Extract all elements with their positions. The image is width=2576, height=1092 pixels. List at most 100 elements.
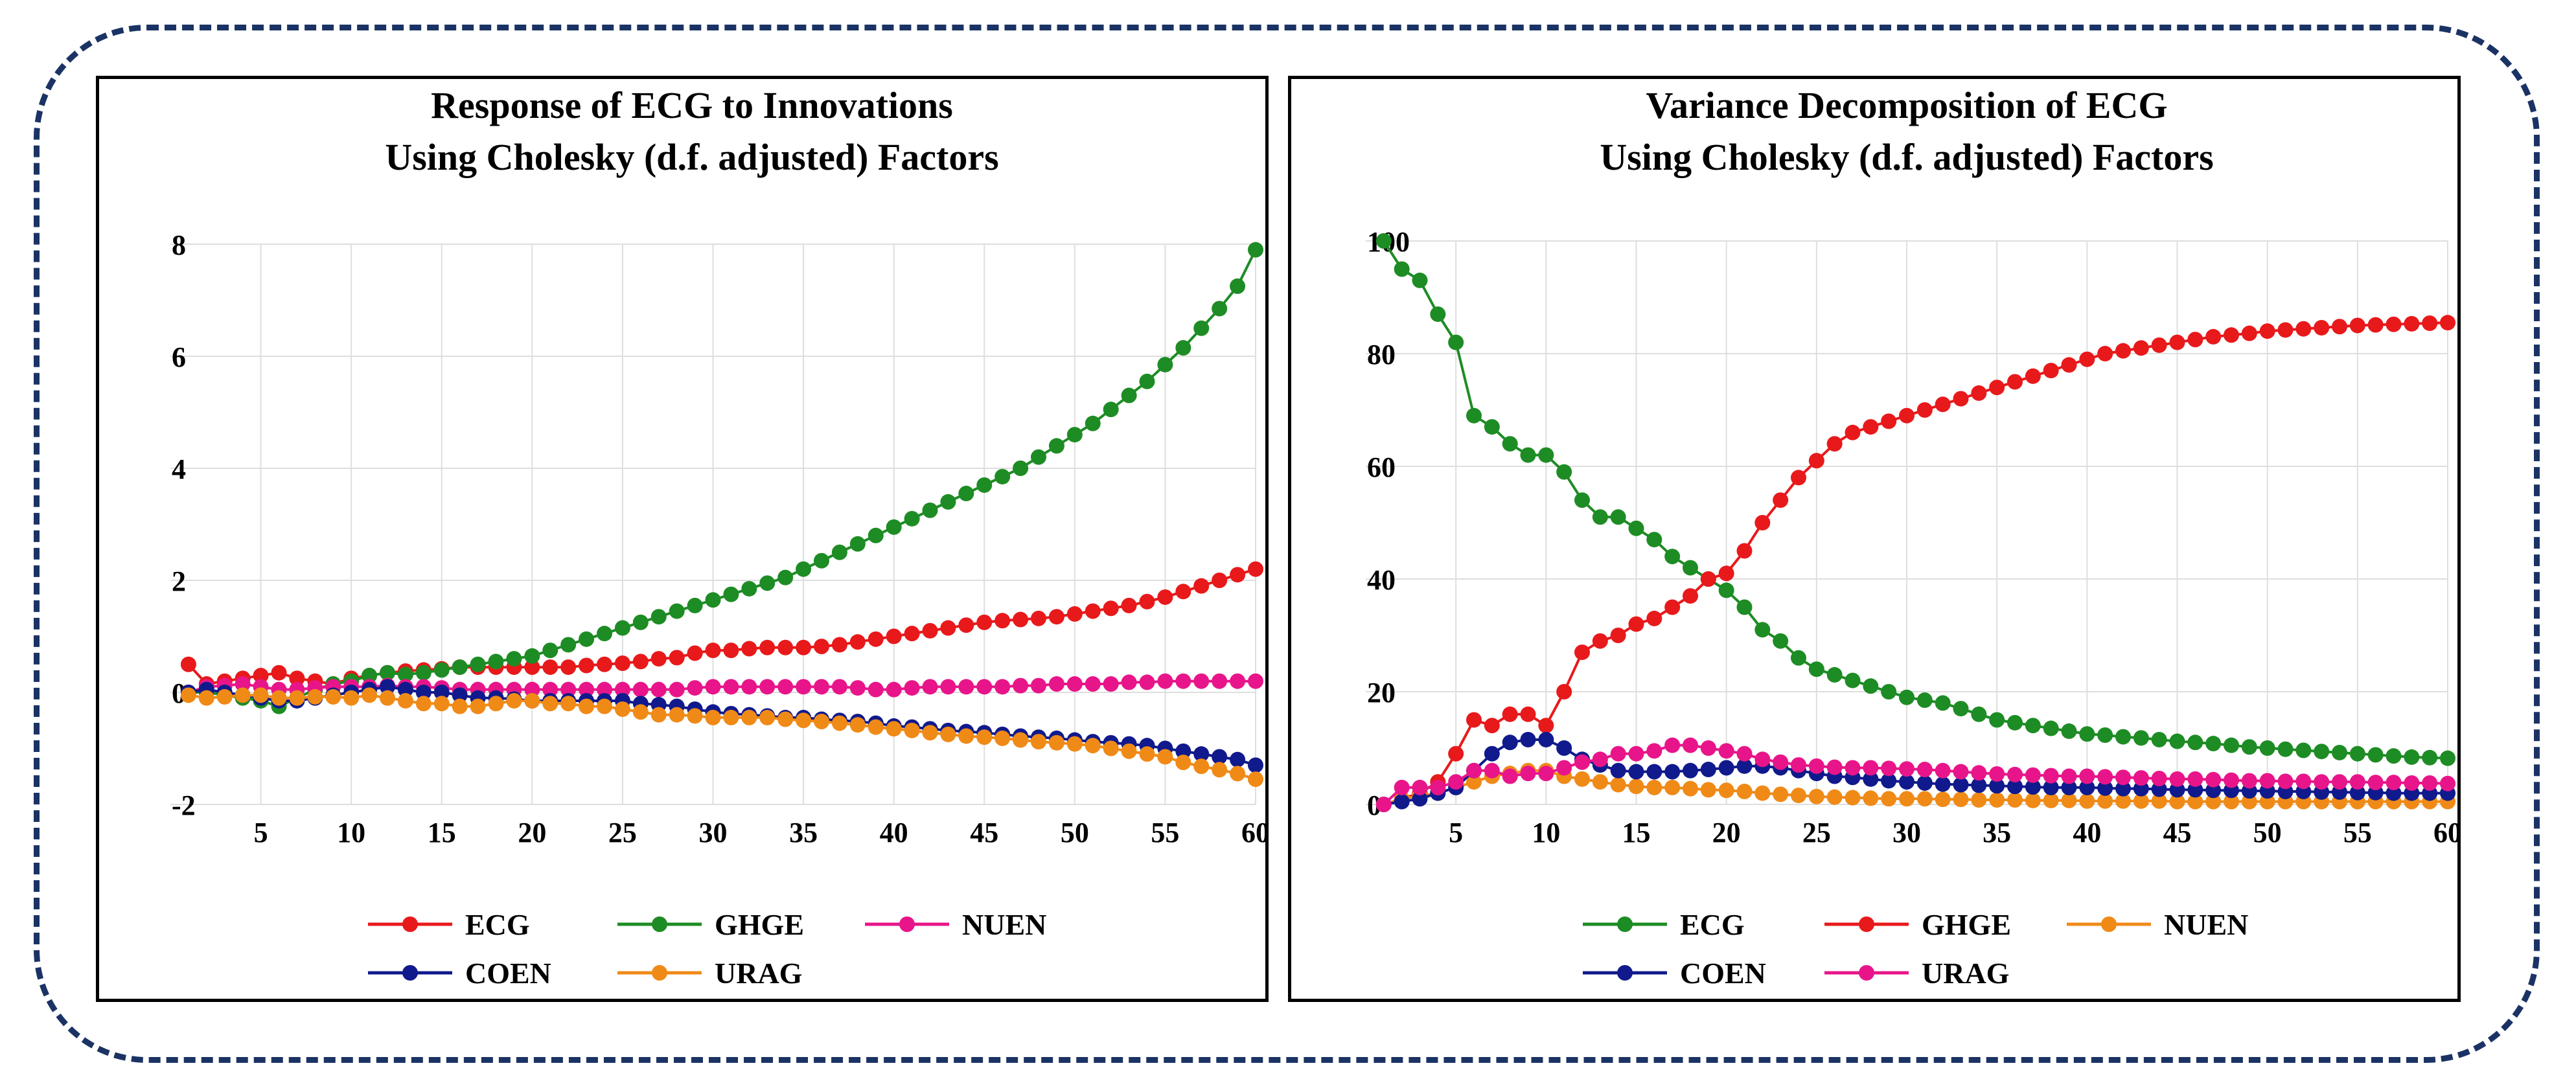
data-point (452, 698, 468, 714)
data-point (1212, 573, 1228, 588)
data-point (614, 681, 630, 698)
data-point (2205, 793, 2222, 810)
data-point (1953, 391, 1969, 407)
data-point (1646, 743, 1662, 759)
x-tick-label: 50 (2253, 817, 2282, 848)
data-point (488, 696, 504, 712)
data-point (2224, 327, 2239, 343)
data-point (1230, 567, 1246, 583)
data-point (506, 692, 522, 709)
data-point (1230, 278, 1246, 294)
data-point (2259, 323, 2275, 339)
data-point (1212, 762, 1228, 778)
data-point (1121, 597, 1137, 613)
data-point (1157, 589, 1173, 605)
data-point (343, 690, 360, 706)
data-point (1935, 762, 1951, 779)
data-point (1085, 738, 1101, 754)
data-point (1230, 766, 1246, 782)
legend: ECG GHGE NUEN COEN URAG (368, 908, 1046, 990)
data-point (1248, 242, 1263, 258)
data-point (1754, 785, 1771, 801)
legend-marker (1617, 965, 1633, 981)
data-point (1556, 464, 1572, 480)
data-point (2205, 736, 2222, 752)
data-point (687, 645, 703, 661)
data-point (1700, 740, 1716, 756)
data-point (2133, 730, 2149, 746)
data-point (1048, 609, 1064, 625)
data-point (1791, 650, 1806, 666)
data-point (216, 688, 233, 705)
data-point (2314, 319, 2330, 336)
data-point (1085, 415, 1101, 431)
data-point (1845, 790, 1861, 806)
data-point (1394, 261, 1410, 277)
x-tick-label: 10 (337, 817, 365, 848)
data-point (1157, 673, 1173, 689)
data-point (1175, 584, 1191, 600)
tick-labels: -2 0 2 4 6 8 5 10 15 20 25 30 35 40 45 50 55 60 (172, 229, 1265, 848)
data-point (1736, 543, 1753, 559)
data-point (1971, 385, 1987, 401)
data-point (1646, 532, 1662, 548)
data-point (415, 665, 431, 681)
data-point (2061, 768, 2077, 784)
data-point (1375, 233, 1392, 249)
data-point (2422, 775, 2438, 791)
data-point (1556, 760, 1572, 776)
data-point (2115, 780, 2131, 797)
data-point (1230, 751, 1246, 768)
dashed-outer-frame (34, 25, 2540, 1063)
data-point (1953, 764, 1969, 780)
data-point (1013, 461, 1029, 476)
data-point (1935, 695, 1951, 711)
data-point (1845, 760, 1861, 776)
data-point (2241, 739, 2257, 755)
data-point (1556, 684, 1572, 700)
data-point (2332, 744, 2347, 760)
data-point (1230, 673, 1246, 689)
data-point (777, 711, 794, 727)
legend-label: GHGE (715, 908, 804, 941)
data-point (2349, 774, 2365, 790)
data-point (289, 670, 305, 687)
data-point (904, 626, 920, 642)
data-point (506, 651, 522, 667)
data-point (2115, 793, 2131, 809)
series-line (1383, 240, 2448, 760)
data-point (1845, 672, 1861, 688)
data-point (687, 680, 703, 696)
data-point (1502, 436, 1518, 452)
data-point (2097, 780, 2113, 796)
data-point (2187, 771, 2203, 787)
data-point (180, 656, 196, 672)
data-point (1031, 677, 1046, 694)
data-point (452, 659, 468, 676)
legend-label: COEN (1680, 957, 1766, 990)
data-point (235, 676, 251, 692)
data-point (614, 620, 630, 636)
data-point (579, 657, 595, 674)
legend-label: URAG (1922, 957, 2009, 990)
data-point (1754, 515, 1771, 530)
x-tick-label: 60 (2433, 817, 2457, 848)
data-point (1538, 731, 1554, 747)
x-tick-label: 35 (789, 817, 818, 848)
data-point (271, 665, 287, 681)
data-point (2241, 773, 2257, 789)
x-tick-label: 25 (1802, 817, 1831, 848)
data-point (1193, 320, 1210, 336)
data-point (2349, 784, 2365, 801)
data-point (1916, 791, 1933, 807)
data-point (1556, 740, 1572, 756)
data-point (995, 613, 1011, 629)
data-point (1628, 745, 1644, 762)
x-tick-label: 40 (2073, 817, 2101, 848)
data-point (741, 679, 757, 695)
data-point (1899, 689, 1915, 705)
data-point (2133, 340, 2149, 356)
data-point (723, 643, 739, 659)
data-point (958, 485, 974, 501)
data-point (1085, 676, 1101, 692)
